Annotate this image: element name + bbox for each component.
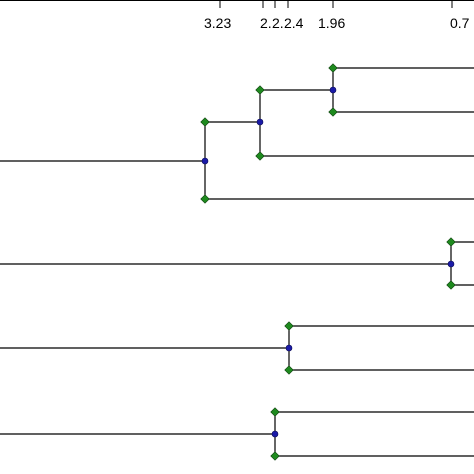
leaf-node bbox=[284, 321, 294, 331]
leaf-node bbox=[446, 237, 456, 247]
join-node bbox=[271, 430, 279, 438]
leaf-node bbox=[446, 280, 456, 290]
leaf-node bbox=[255, 151, 265, 161]
axis-tick-label: 2. bbox=[272, 15, 284, 31]
cluster-d bbox=[0, 407, 474, 461]
leaf-node bbox=[270, 451, 280, 461]
axis-tick-labels: 3.23 2. 2. 2.4 1.96 0.7 bbox=[204, 15, 470, 31]
cluster-c bbox=[0, 321, 474, 375]
join-node bbox=[201, 157, 209, 165]
leaf-node bbox=[270, 407, 280, 417]
join-node bbox=[256, 118, 264, 126]
axis-tick-label: 1.96 bbox=[318, 15, 345, 31]
leaf-node bbox=[255, 85, 265, 95]
leaf-node bbox=[328, 107, 338, 117]
join-node bbox=[329, 86, 337, 94]
leaf-node bbox=[200, 194, 210, 204]
cluster-a bbox=[0, 63, 474, 204]
axis-tick-label: 2. bbox=[260, 15, 272, 31]
leaf-node bbox=[200, 117, 210, 127]
axis-tick-label: 2.4 bbox=[284, 15, 304, 31]
join-node bbox=[285, 344, 293, 352]
leaf-node bbox=[284, 365, 294, 375]
axis-tick-label: 3.23 bbox=[204, 15, 231, 31]
axis-ticks bbox=[219, 0, 453, 8]
leaf-node bbox=[328, 63, 338, 73]
join-node bbox=[447, 260, 455, 268]
cluster-b bbox=[0, 237, 474, 290]
axis-tick-label: 0.7 bbox=[450, 15, 470, 31]
